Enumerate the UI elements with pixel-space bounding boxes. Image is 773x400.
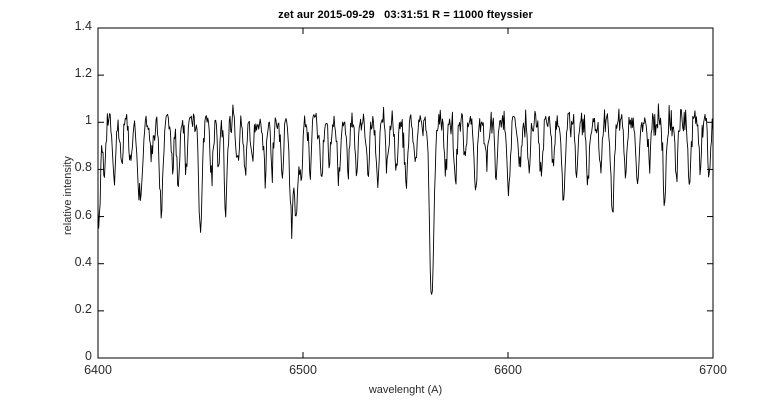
- x-tick-label: 6400: [84, 363, 112, 377]
- axes-frame: [97, 27, 714, 359]
- x-tick-label: 6700: [699, 363, 727, 377]
- x-tick-label: 6500: [289, 363, 317, 377]
- y-axis-label: relative intensity: [62, 156, 74, 235]
- y-tick-label: 0.8: [74, 160, 92, 175]
- y-tick-label: 0.4: [74, 254, 92, 269]
- y-tick-label: 0.6: [74, 207, 92, 222]
- y-tick-label: 1: [85, 113, 92, 128]
- y-tick-label: 1.4: [74, 19, 92, 33]
- tick-marks: [97, 27, 714, 359]
- y-tick-label: 1.2: [74, 66, 92, 81]
- plot-title: zet aur 2015-09-29 03:31:51 R = 11000 ft…: [278, 9, 533, 21]
- y-tick-label: 0.2: [74, 301, 92, 316]
- spectrum-line: [97, 103, 714, 295]
- x-axis-label: wavelenght (A): [368, 384, 443, 396]
- y-tick-label: 0: [85, 349, 92, 363]
- x-tick-label: 6600: [494, 363, 522, 377]
